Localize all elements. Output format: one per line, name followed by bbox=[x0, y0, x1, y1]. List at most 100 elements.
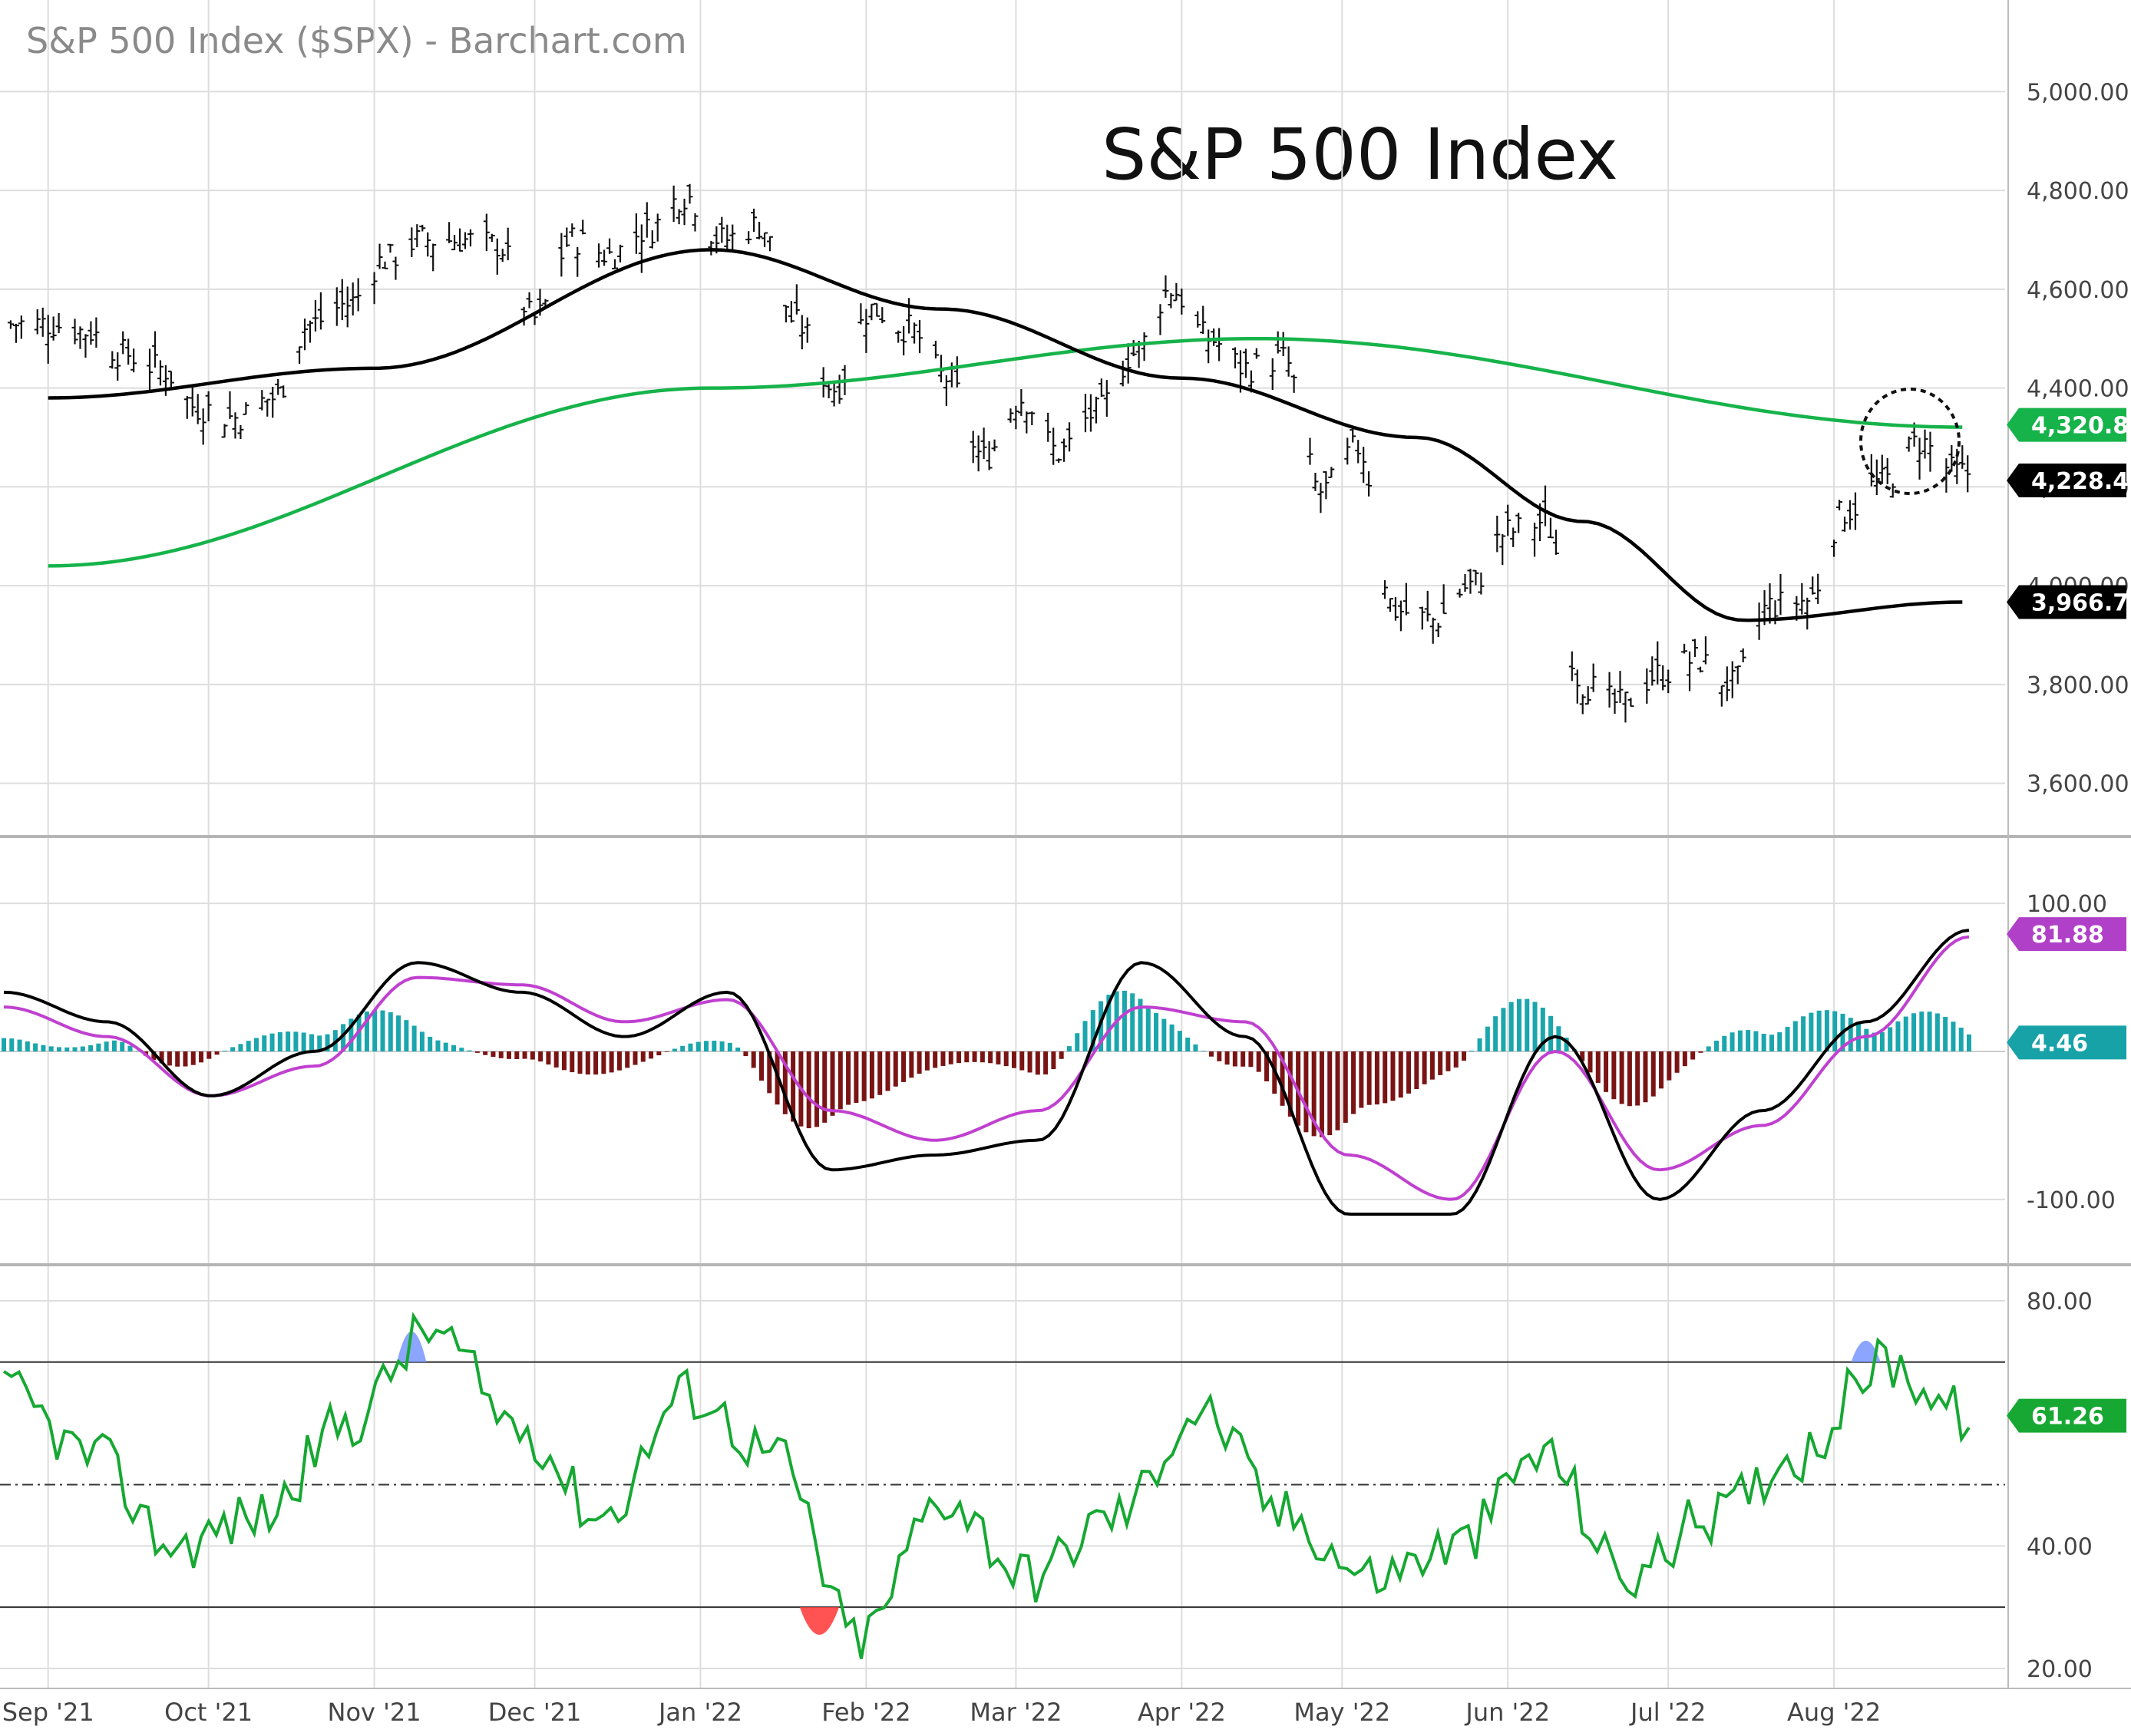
price-y-tick-label: 4,800.00 bbox=[2027, 178, 2129, 205]
macd-histogram-bar bbox=[1832, 1011, 1838, 1051]
macd-histogram-bar bbox=[419, 1031, 425, 1051]
macd-histogram-bar bbox=[411, 1025, 417, 1051]
macd-histogram-bar bbox=[830, 1051, 835, 1116]
macd-histogram-bar bbox=[570, 1051, 575, 1073]
macd-histogram-bar bbox=[625, 1051, 630, 1068]
macd-histogram-bar bbox=[933, 1051, 938, 1068]
macd-histogram-bar bbox=[1256, 1051, 1261, 1072]
x-tick-label: Nov '21 bbox=[328, 1698, 421, 1727]
macd-histogram-bar bbox=[1769, 1035, 1774, 1051]
macd-histogram-bar bbox=[175, 1051, 180, 1067]
macd-histogram-bar bbox=[56, 1047, 61, 1051]
macd-histogram-bar bbox=[1011, 1051, 1016, 1068]
macd-histogram-bar bbox=[1477, 1038, 1482, 1051]
macd-histogram-bar bbox=[483, 1051, 488, 1055]
ma-200-line bbox=[48, 337, 1963, 568]
macd-histogram-bar bbox=[1501, 1008, 1506, 1051]
price-value-tag: 4,228.48 bbox=[2007, 464, 2131, 498]
macd-histogram-bar bbox=[1792, 1021, 1798, 1051]
macd-histogram-bar bbox=[269, 1033, 275, 1051]
macd-value-tag-shape bbox=[2007, 917, 2126, 952]
macd-histogram-bar bbox=[17, 1039, 22, 1051]
macd-histogram-bar bbox=[1051, 1051, 1056, 1070]
macd-histogram-bar bbox=[1525, 998, 1530, 1051]
macd-histogram-bar bbox=[120, 1041, 125, 1051]
macd-histogram-bar bbox=[530, 1051, 535, 1060]
macd-y-tick-label: -100.00 bbox=[2027, 1187, 2116, 1214]
macd-histogram-bar bbox=[364, 1012, 369, 1051]
macd-histogram-bar bbox=[640, 1051, 646, 1062]
macd-histogram-bar bbox=[743, 1051, 748, 1057]
macd-histogram-bar bbox=[1879, 1031, 1885, 1051]
macd-histogram-bar bbox=[956, 1051, 962, 1064]
macd-histogram-bar bbox=[838, 1051, 843, 1110]
macd-histogram-bar bbox=[1667, 1051, 1672, 1081]
macd-histogram-bar bbox=[869, 1051, 874, 1099]
macd-histogram-bar bbox=[688, 1043, 693, 1051]
macd-histogram-bar bbox=[940, 1051, 946, 1066]
macd-histogram-bar bbox=[1493, 1016, 1498, 1051]
macd-histogram-bar bbox=[901, 1051, 907, 1082]
x-tick-label: Sep '21 bbox=[2, 1698, 94, 1727]
highlight-circle bbox=[1859, 388, 1961, 495]
macd-histogram-bar bbox=[1951, 1021, 1956, 1051]
macd-histogram-bar bbox=[167, 1051, 172, 1066]
macd-histogram-bar bbox=[1848, 1018, 1853, 1051]
macd-histogram-bar bbox=[712, 1041, 717, 1051]
macd-histogram-bar bbox=[1429, 1051, 1435, 1080]
histogram-value-tag-shape bbox=[2007, 1025, 2126, 1060]
macd-histogram-bar bbox=[317, 1035, 322, 1051]
macd-value-tag: 81.88 bbox=[2007, 917, 2126, 952]
rsi-line bbox=[2, 1312, 1971, 1659]
macd-histogram-bar bbox=[538, 1051, 543, 1062]
macd-line bbox=[3, 929, 1970, 1216]
macd-histogram-bar bbox=[1714, 1040, 1720, 1051]
macd-histogram-bar bbox=[25, 1041, 30, 1051]
macd-histogram-bar bbox=[9, 1038, 15, 1051]
price-y-tick-label: 4,600.00 bbox=[2027, 277, 2129, 304]
macd-histogram-bar bbox=[33, 1043, 38, 1051]
macd-histogram-bar bbox=[1106, 995, 1112, 1051]
macd-histogram-bar bbox=[246, 1041, 251, 1051]
macd-histogram-bar bbox=[1122, 990, 1127, 1051]
macd-histogram-bar bbox=[396, 1015, 401, 1051]
macd-histogram-bar bbox=[877, 1051, 883, 1095]
macd-histogram-bar bbox=[649, 1051, 654, 1059]
macd-histogram-bar bbox=[1674, 1051, 1680, 1073]
x-tick-label: Mar '22 bbox=[970, 1698, 1062, 1727]
macd-histogram-bar bbox=[214, 1051, 220, 1055]
macd-histogram-bar bbox=[1185, 1038, 1191, 1051]
macd-histogram-bar bbox=[1390, 1051, 1396, 1101]
macd-histogram-bar bbox=[293, 1031, 299, 1051]
macd-histogram-bar bbox=[609, 1051, 614, 1073]
rsi-overbought-fill bbox=[1851, 1340, 1881, 1362]
macd-histogram-bar bbox=[1059, 1051, 1064, 1059]
macd-histogram-bar bbox=[1635, 1051, 1640, 1106]
macd-histogram-bar bbox=[577, 1051, 583, 1074]
macd-histogram-bar bbox=[64, 1047, 70, 1051]
macd-histogram-bar bbox=[2, 1038, 6, 1051]
ma-50-line bbox=[48, 248, 1963, 622]
macd-histogram-bar bbox=[719, 1041, 725, 1051]
macd-histogram-bar bbox=[1580, 1051, 1585, 1061]
macd-histogram-bar bbox=[1540, 1007, 1545, 1051]
macd-histogram-bar bbox=[1888, 1027, 1893, 1051]
rsi-oversold-fill bbox=[799, 1607, 839, 1635]
macd-histogram-bar bbox=[1241, 1051, 1246, 1067]
macd-histogram-bar bbox=[1927, 1012, 1932, 1051]
macd-histogram-bar bbox=[41, 1045, 46, 1051]
macd-histogram-bar bbox=[1154, 1012, 1159, 1051]
price-value-tag-text: 4,228.48 bbox=[2031, 468, 2131, 495]
macd-histogram-bar bbox=[1604, 1051, 1609, 1092]
macd-histogram-bar bbox=[443, 1042, 448, 1051]
macd-histogram-bar bbox=[341, 1024, 346, 1051]
macd-histogram-bar bbox=[1453, 1051, 1459, 1068]
macd-histogram-bar bbox=[1019, 1051, 1025, 1071]
macd-histogram-bar bbox=[988, 1051, 993, 1064]
macd-histogram-bar bbox=[1422, 1051, 1427, 1084]
x-tick-label: Aug '22 bbox=[1787, 1698, 1881, 1727]
macd-histogram-bar bbox=[301, 1032, 306, 1051]
macd-histogram-bar bbox=[1619, 1051, 1624, 1104]
x-tick-label: Jun '22 bbox=[1464, 1698, 1550, 1727]
macd-histogram-bar bbox=[672, 1048, 677, 1051]
